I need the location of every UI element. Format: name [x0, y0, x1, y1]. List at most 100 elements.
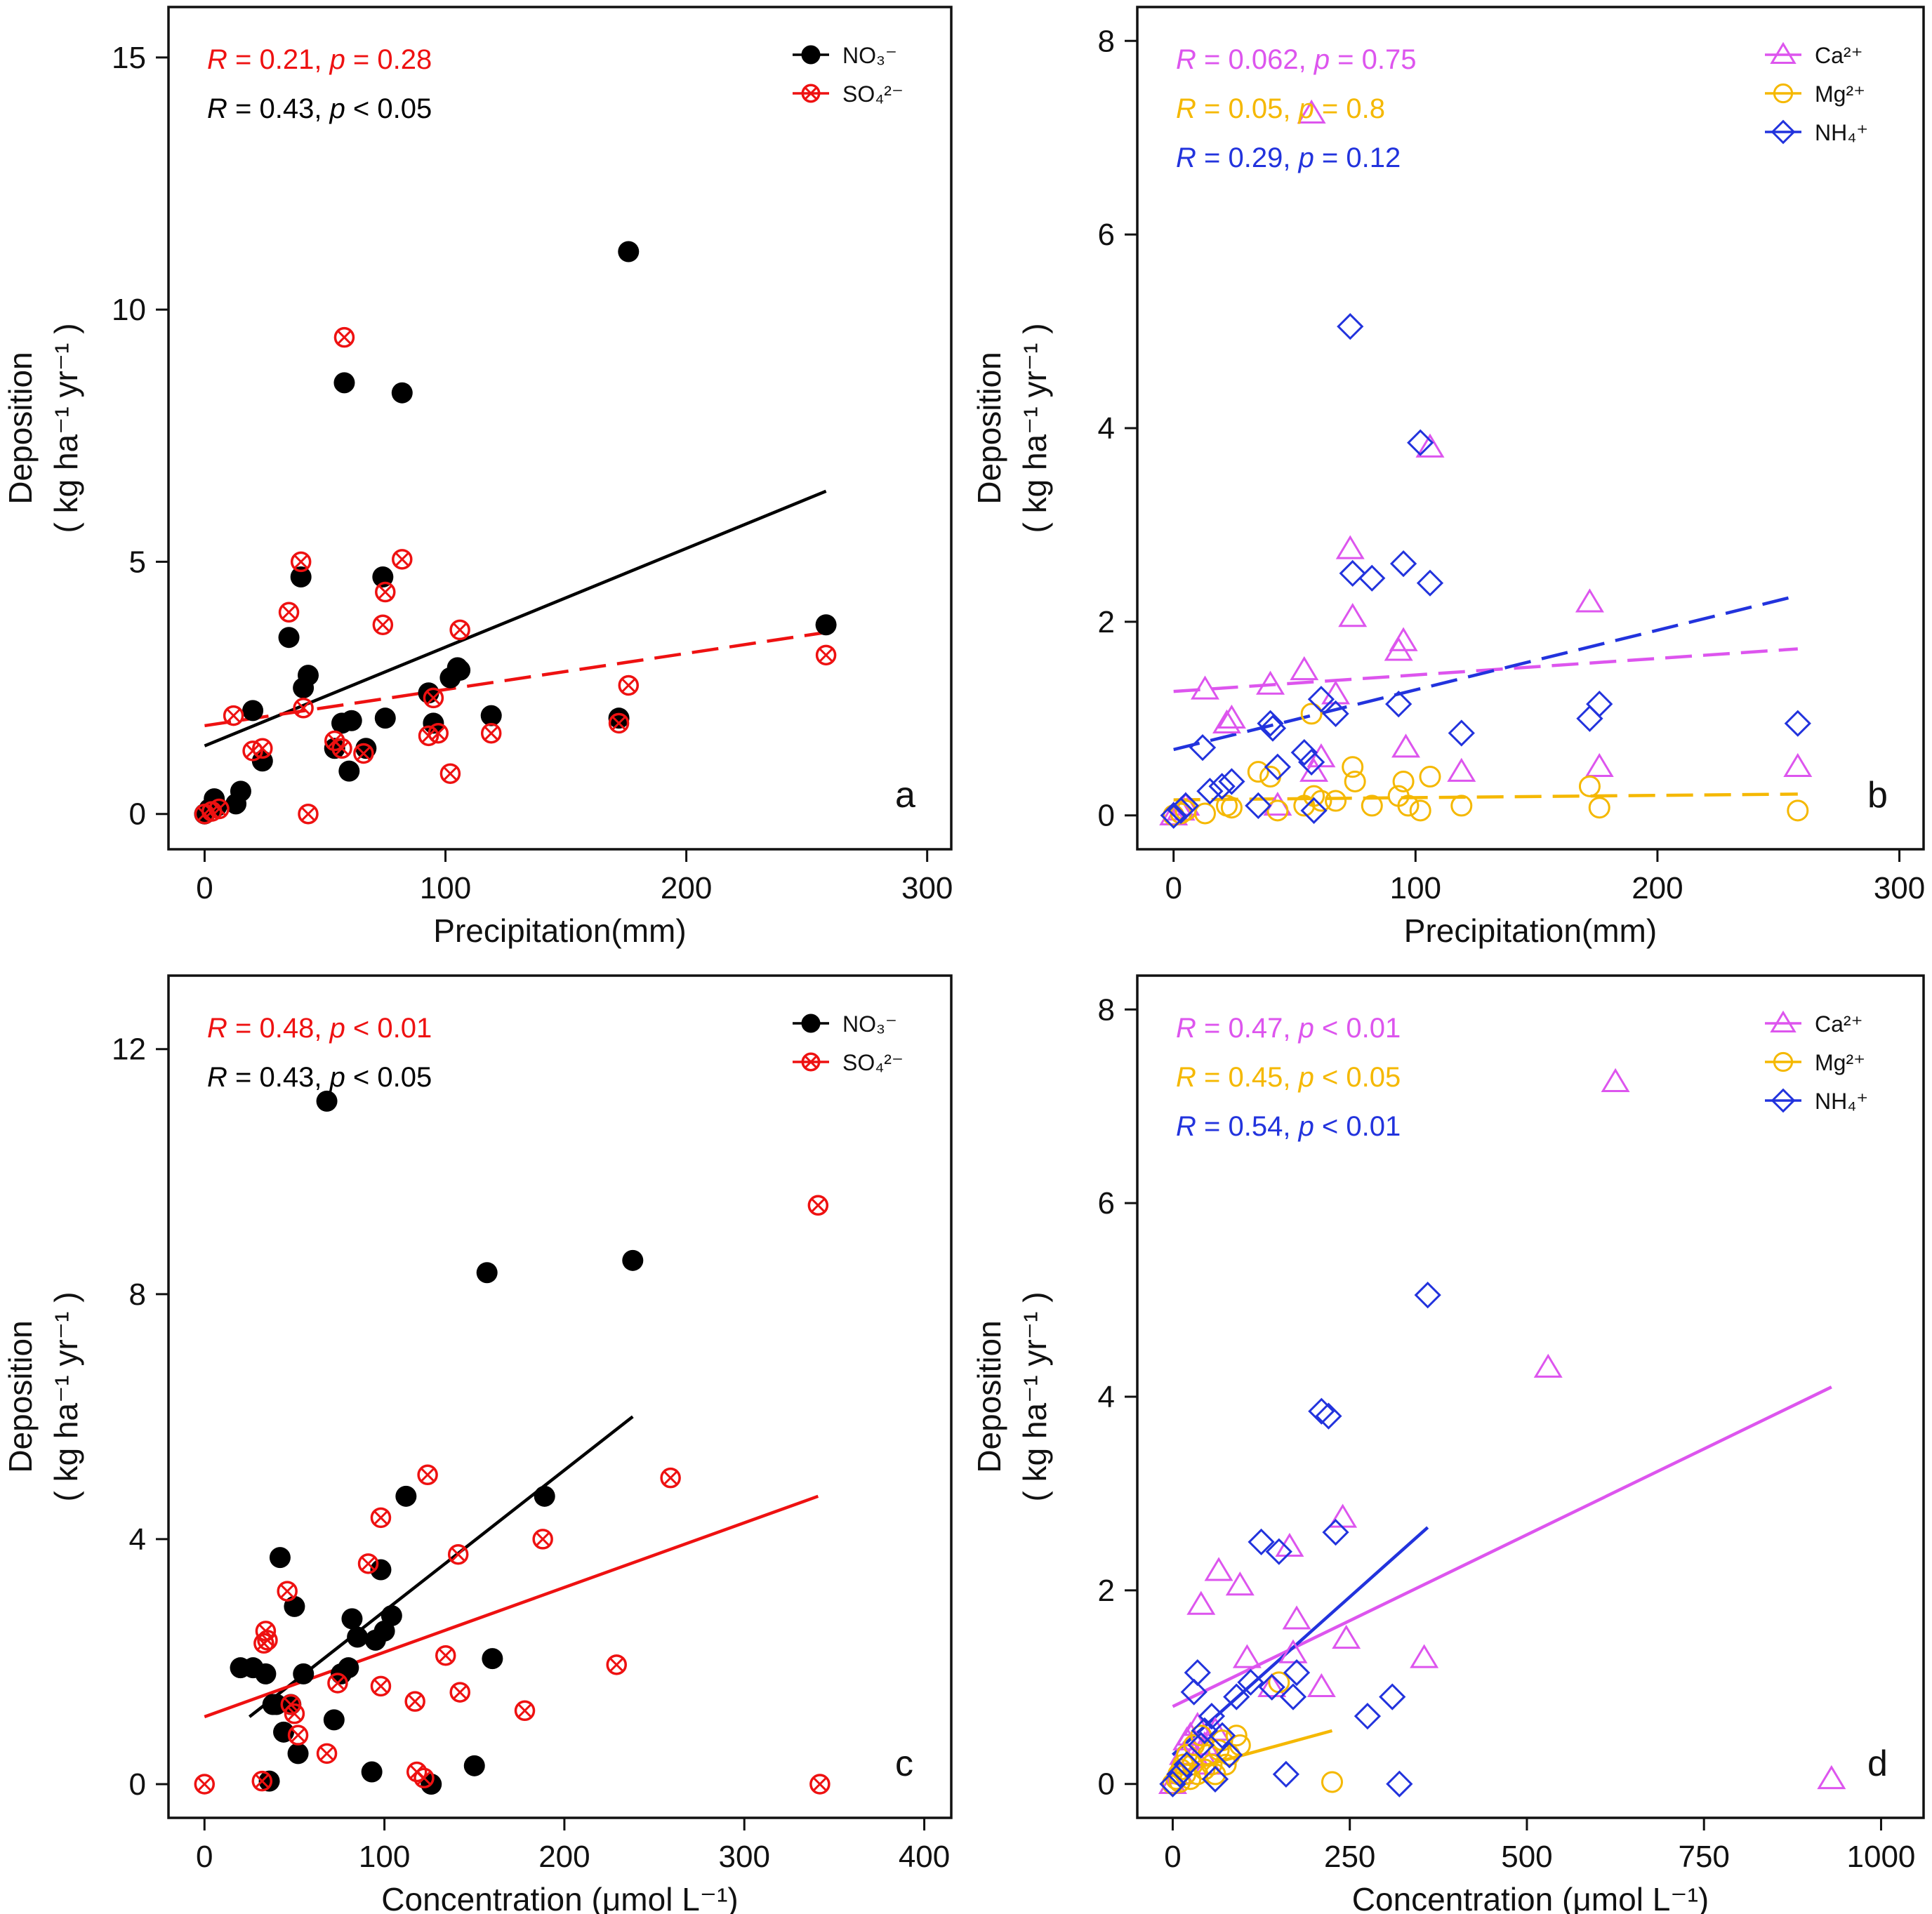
point-so4-ring [316, 1743, 338, 1765]
point-nh4 [1315, 1402, 1342, 1430]
x-tick-label: 300 [1874, 871, 1925, 905]
point-nh4 [1414, 1282, 1441, 1309]
point-mg [1266, 799, 1289, 822]
point-ca [1186, 1590, 1216, 1615]
legend-marker-nh4 [1771, 119, 1796, 145]
point-so4-ring [514, 1700, 536, 1722]
point-so4-cross-b [337, 330, 352, 345]
stat-p-value: = 0.75 [1330, 44, 1416, 75]
y-tick-label: 10 [112, 293, 146, 327]
point-mg [1215, 1753, 1237, 1776]
point-no3 [608, 707, 630, 729]
point-no3 [324, 738, 345, 759]
point-so4-cross-b [296, 700, 311, 716]
point-nh4 [1184, 1659, 1211, 1687]
stat-p-symbol: p [329, 1062, 345, 1093]
point-mg [1588, 797, 1610, 819]
point-nh4 [1218, 768, 1245, 795]
legend-marker-no3 [801, 1014, 821, 1033]
stat-annotation: R = 0.21, p = 0.28 [207, 44, 432, 75]
point-mg [1200, 1753, 1223, 1776]
legend: NO₃⁻ SO₄²⁻ [793, 43, 904, 107]
point-ca [1306, 743, 1336, 768]
point-ca [1212, 709, 1242, 733]
point-no3 [265, 1694, 287, 1715]
point-so4 [428, 722, 449, 744]
point-mg [1225, 1724, 1248, 1747]
point-nh4 [1196, 778, 1224, 805]
point-no3 [338, 760, 360, 782]
fit-line-no3 [204, 489, 827, 747]
stat-p-value: < 0.05 [345, 93, 432, 124]
point-so4-ring [333, 326, 355, 348]
point-so4-cross-b [378, 585, 393, 599]
point-mg [1578, 775, 1601, 797]
point-so4-ring [608, 712, 630, 734]
point-ca [1321, 680, 1351, 705]
point-no3 [323, 1709, 345, 1731]
point-no3 [476, 1262, 498, 1284]
stat-r-value: = 0.54, [1196, 1111, 1299, 1142]
point-mg [1169, 1771, 1191, 1793]
point-no3 [287, 1743, 309, 1765]
x-tick-label: 0 [1164, 1840, 1181, 1874]
point-no3 [290, 566, 312, 587]
point-so4-ring [284, 1703, 305, 1724]
point-no3 [341, 1608, 363, 1630]
point-no3 [370, 1559, 392, 1581]
point-ca [1335, 535, 1365, 559]
y-axis-title: Deposition [971, 352, 1007, 504]
series-no3 [230, 1090, 644, 1795]
point-no3 [480, 705, 502, 726]
stat-r-value: = 0.05, [1196, 93, 1299, 124]
panel-b: 0 100 200 300 0 2 4 6 8 Precipitation(mm) Depositi… [971, 6, 1925, 949]
point-ca [1533, 1353, 1563, 1378]
point-no3 [340, 710, 362, 731]
point-mg [1193, 802, 1216, 825]
x-tick-label: 0 [1165, 871, 1182, 905]
point-nh4 [1201, 1765, 1229, 1793]
point-nh4 [1180, 1678, 1208, 1706]
point-no3 [391, 382, 413, 404]
stat-p-symbol: p [1298, 142, 1314, 173]
point-so4 [257, 1630, 278, 1651]
point-ca [1338, 603, 1368, 627]
point-so4 [532, 1529, 553, 1550]
point-nh4 [1248, 1528, 1275, 1556]
point-so4-cross-b [438, 1648, 453, 1663]
point-so4-cross-b [361, 1556, 376, 1571]
point-so4 [480, 722, 502, 744]
point-nh4 [1576, 705, 1603, 732]
x-tick-label: 200 [538, 1840, 590, 1874]
legend-label-so4: SO₄²⁻ [842, 81, 904, 107]
point-ca [1415, 433, 1445, 458]
legend-marker-mg [1773, 83, 1794, 104]
legend-marker-ca [1770, 41, 1797, 64]
point-nh4 [1307, 686, 1335, 713]
point-so4 [618, 674, 640, 696]
y-tick-label: 15 [112, 41, 146, 75]
point-ca [1256, 670, 1285, 695]
point-ca [1232, 1644, 1262, 1668]
point-so4-cross-b [226, 708, 241, 723]
x-tick-label: 500 [1501, 1840, 1552, 1874]
stat-p-symbol: p [1298, 93, 1314, 124]
point-so4-ring [809, 1774, 831, 1795]
stat-r-symbol: R [1176, 1062, 1196, 1093]
y-tick-label: 0 [1098, 799, 1115, 833]
y-tick-label: 4 [1098, 411, 1115, 446]
y-axis-title: Deposition [2, 1320, 39, 1473]
legend: Ca²⁺ Mg²⁺ NH₄⁺ [1765, 41, 1868, 145]
legend: Ca²⁺ Mg²⁺ NH₄⁺ [1765, 1010, 1868, 1114]
point-nh4 [1300, 797, 1328, 824]
plot-frame [167, 974, 953, 1819]
point-so4-cross-b [452, 623, 468, 637]
panel-d: 0 250 500 750 1000 0 2 4 6 8 Concentration (μmol L… [971, 974, 1925, 1914]
point-so4 [284, 1703, 305, 1724]
fit-line-ca [1172, 1385, 1832, 1708]
point-nh4 [1172, 792, 1200, 820]
point-nh4 [1264, 753, 1291, 780]
stat-r-symbol: R [1176, 44, 1196, 75]
point-so4-ring [278, 602, 300, 623]
point-so4-cross-b [373, 1679, 388, 1694]
